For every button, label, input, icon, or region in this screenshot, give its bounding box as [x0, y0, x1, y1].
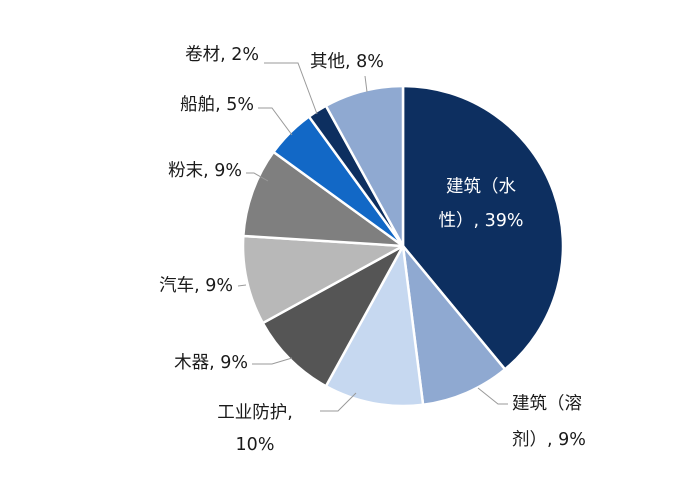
- leader-line-7: [264, 62, 318, 115]
- pie-slice-4: [241, 234, 405, 325]
- slice-label-line: 工业防护,: [217, 403, 293, 423]
- slice-label-line: 建筑（水: [446, 177, 516, 197]
- slice-label-1: 建筑（溶剂）, 9%: [512, 394, 586, 450]
- slice-label-0: 建筑（水性）, 39%: [438, 177, 523, 231]
- slice-label-6: 船舶, 5%: [180, 95, 254, 115]
- leader-line-3: [252, 357, 293, 365]
- slice-label-4: 汽车, 9%: [159, 276, 233, 296]
- slice-label-3: 木器, 9%: [174, 353, 248, 373]
- slice-label-line: 其他, 8%: [310, 52, 384, 72]
- slice-label-line: 粉末, 9%: [168, 161, 242, 181]
- slice-label-2: 工业防护, 10%: [217, 403, 293, 455]
- slice-label-line: 建筑（溶: [512, 394, 582, 414]
- leader-line-1: [477, 387, 508, 405]
- pie-slice-1: [401, 244, 507, 406]
- slice-label-line: 性）, 39%: [438, 211, 523, 231]
- slice-label-line: 汽车, 9%: [159, 276, 233, 296]
- slice-label-line: 木器, 9%: [174, 353, 248, 373]
- slice-label-line: 10%: [236, 435, 275, 455]
- slice-label-line: 卷材, 2%: [185, 45, 259, 65]
- slice-label-5: 粉末, 9%: [168, 161, 242, 181]
- leader-line-5: [246, 172, 269, 182]
- pie-slice-5: [242, 150, 405, 248]
- pie-slice-8: [324, 84, 405, 248]
- slice-label-line: 剂）, 9%: [512, 430, 586, 450]
- slice-label-7: 卷材, 2%: [185, 45, 259, 65]
- slice-label-line: 船舶, 5%: [180, 95, 254, 115]
- pie-slice-2: [324, 244, 425, 408]
- slice-label-8: 其他, 8%: [310, 52, 384, 72]
- leader-line-2: [320, 392, 357, 412]
- pie-slice-0: [401, 84, 565, 371]
- leader-line-6: [258, 107, 293, 136]
- leader-line-8: [364, 75, 368, 93]
- leader-line-4: [237, 284, 247, 287]
